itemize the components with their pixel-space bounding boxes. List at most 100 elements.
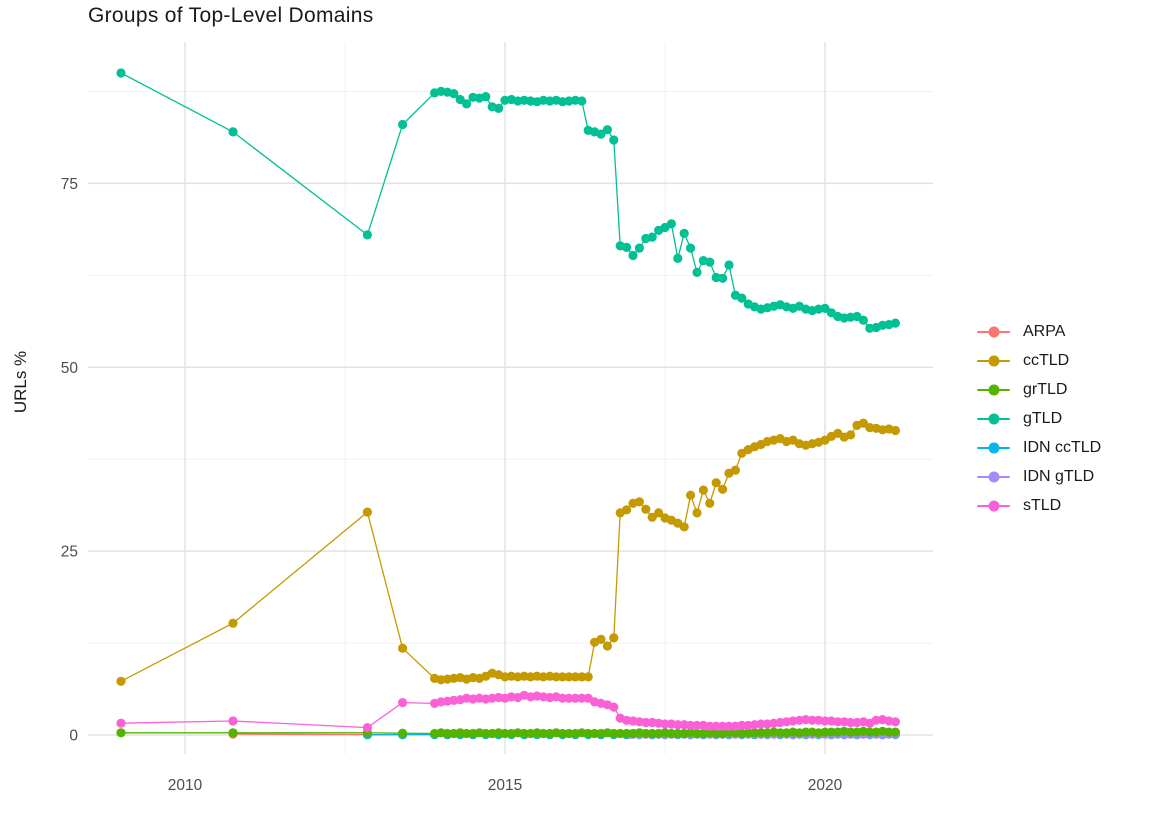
data-point-stld <box>362 723 372 733</box>
data-point-cctld <box>858 418 869 428</box>
data-point-gtld <box>116 68 126 78</box>
legend: ARPA ccTLD grTLD gTLD IDN ccTLD IDN gTLD sTLD <box>977 322 1101 516</box>
data-point-gtld <box>228 127 238 137</box>
data-point-cctld <box>558 672 568 682</box>
data-point-grtld <box>622 728 632 739</box>
data-point-cctld <box>654 508 664 518</box>
data-point-grtld <box>519 728 529 739</box>
y-tick-label: 75 <box>61 176 78 193</box>
data-point-grtld <box>666 728 677 739</box>
data-point-cctld <box>564 672 574 682</box>
data-point-gtld <box>609 135 619 145</box>
y-tick-label: 25 <box>61 544 78 561</box>
data-point-gtld <box>673 253 683 263</box>
data-point-grtld <box>647 728 657 739</box>
data-point-grtld <box>481 728 491 739</box>
x-tick-label: 2015 <box>488 777 522 794</box>
y-tick-label: 0 <box>69 728 78 745</box>
legend-item-idn-gtld: IDN gTLD <box>977 467 1101 487</box>
legend-key-icon <box>977 351 1010 371</box>
legend-key-icon <box>977 467 1010 487</box>
data-point-gtld <box>724 260 734 270</box>
series-line-cctld <box>120 422 897 682</box>
legend-label: sTLD <box>1023 497 1062 514</box>
data-point-stld <box>398 698 408 708</box>
data-point-cctld <box>698 485 709 495</box>
series-line-gtld <box>120 72 897 329</box>
data-point-stld <box>228 716 238 726</box>
data-point-cctld <box>634 497 645 507</box>
data-point-grtld <box>756 728 766 738</box>
legend-label: IDN ccTLD <box>1023 439 1102 456</box>
data-point-stld <box>564 693 574 703</box>
data-point-grtld <box>615 728 625 739</box>
legend-item-grtld: grTLD <box>977 380 1101 400</box>
data-point-stld <box>577 693 587 703</box>
data-point-stld <box>673 720 683 730</box>
data-point-cctld <box>641 504 651 514</box>
data-point-gtld <box>666 219 677 229</box>
legend-key-icon <box>977 409 1010 429</box>
y-axis-title: URLs % <box>11 350 30 414</box>
data-point-stld <box>724 721 734 731</box>
legend-item-cctld: ccTLD <box>977 351 1101 371</box>
chart-title: Groups of Top-Level Domains <box>88 4 374 27</box>
data-point-grtld <box>583 728 593 739</box>
data-point-gtld <box>858 315 869 325</box>
data-point-grtld <box>398 728 408 738</box>
data-point-gtld <box>686 243 696 253</box>
legend-label: ARPA <box>1023 323 1066 340</box>
data-point-cctld <box>609 633 619 643</box>
data-point-stld <box>609 702 619 712</box>
data-point-gtld <box>628 250 638 261</box>
data-point-grtld <box>641 728 651 739</box>
data-point-stld <box>705 721 715 731</box>
data-point-grtld <box>775 728 785 738</box>
data-point-gtld <box>398 119 408 130</box>
data-point-grtld <box>609 728 619 739</box>
data-point-cctld <box>679 522 689 532</box>
legend-item-arpa: ARPA <box>977 322 1101 342</box>
data-point-grtld <box>500 728 510 739</box>
data-point-grtld <box>590 728 600 739</box>
data-point-stld <box>692 720 702 731</box>
data-point-cctld <box>116 676 126 686</box>
legend-item-stld: sTLD <box>977 496 1101 516</box>
data-point-stld <box>718 721 728 731</box>
data-point-gtld <box>455 94 465 105</box>
data-point-stld <box>641 717 651 728</box>
x-tick-label: 2010 <box>168 777 203 794</box>
data-point-gtld <box>705 257 715 267</box>
data-point-gtld <box>679 228 689 238</box>
data-point-cctld <box>551 672 561 682</box>
data-point-grtld <box>826 727 837 737</box>
data-point-cctld <box>647 512 657 522</box>
legend-key-dot <box>988 471 999 483</box>
data-point-cctld <box>718 484 728 494</box>
data-point-cctld <box>596 634 606 645</box>
data-point-gtld <box>481 92 491 102</box>
data-point-cctld <box>692 508 702 518</box>
data-point-grtld <box>801 727 811 737</box>
data-point-stld <box>570 693 581 703</box>
legend-label: gTLD <box>1023 410 1063 427</box>
data-point-cctld <box>622 505 632 515</box>
legend-item-idn-cctld: IDN ccTLD <box>977 438 1101 458</box>
data-point-grtld <box>846 727 856 737</box>
data-point-grtld <box>116 728 126 738</box>
legend-key-icon <box>977 496 1010 516</box>
data-point-gtld <box>494 103 504 113</box>
data-point-cctld <box>846 430 856 440</box>
data-point-cctld <box>890 425 901 436</box>
data-point-cctld <box>398 643 408 653</box>
data-point-grtld <box>743 728 753 738</box>
data-point-cctld <box>583 672 593 682</box>
y-tick-label: 50 <box>61 360 79 377</box>
legend-label: ccTLD <box>1023 352 1070 369</box>
data-point-grtld <box>442 728 452 739</box>
data-point-grtld <box>564 728 574 739</box>
data-point-grtld <box>538 728 549 739</box>
data-point-stld <box>558 693 568 703</box>
legend-key-dot <box>988 355 999 367</box>
